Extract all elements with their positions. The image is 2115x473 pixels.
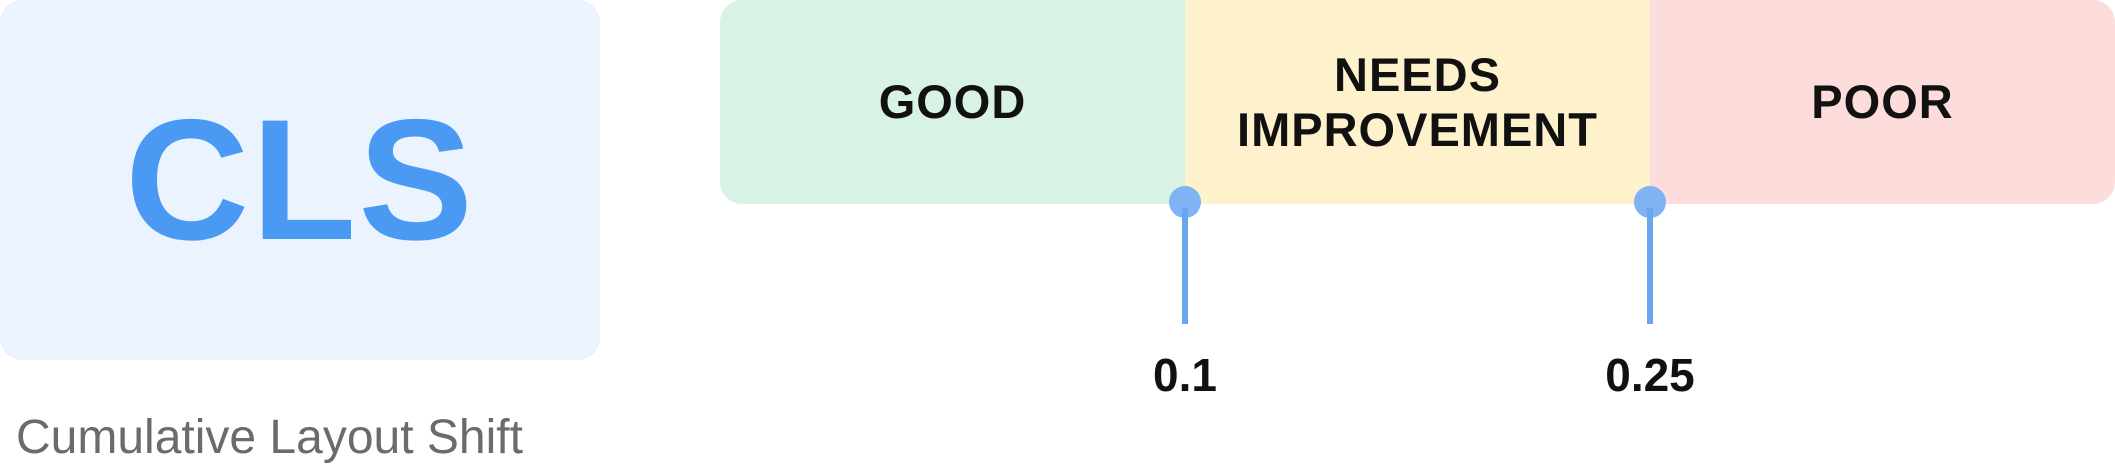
threshold-value-good: 0.1 (1153, 349, 1217, 401)
threshold-marker-stem (1647, 208, 1653, 324)
metric-abbreviation: CLS (125, 84, 475, 276)
threshold-marker-poor (1632, 186, 1668, 326)
threshold-marker-stem (1182, 208, 1188, 324)
band-needs-improvement: NEEDS IMPROVEMENT (1185, 0, 1650, 204)
metric-card: CLS (0, 0, 600, 360)
band-good: GOOD (720, 0, 1185, 204)
threshold-scale: GOOD NEEDS IMPROVEMENT POOR (720, 0, 2115, 204)
band-poor: POOR (1650, 0, 2115, 204)
band-needs-improvement-label-line2: IMPROVEMENT (1237, 103, 1598, 156)
threshold-value-poor: 0.25 (1605, 349, 1695, 401)
band-poor-label: POOR (1811, 75, 1954, 129)
band-needs-improvement-label-line1: NEEDS (1334, 47, 1501, 101)
band-good-label: GOOD (878, 75, 1027, 129)
threshold-marker-good (1167, 186, 1203, 326)
metric-full-name: Cumulative Layout Shift (16, 411, 523, 464)
